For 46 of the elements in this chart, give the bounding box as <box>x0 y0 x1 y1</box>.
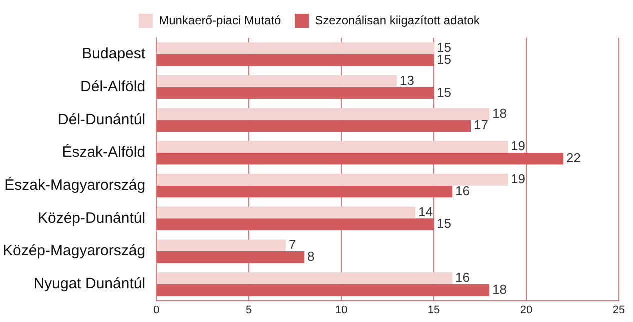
data-label: 19 <box>511 138 526 154</box>
data-label: 17 <box>474 118 488 133</box>
legend-label: Munkaerő-piaci Mutató <box>159 13 282 28</box>
y-tick-label: Észak-Magyarország <box>4 176 146 194</box>
bar <box>157 108 490 120</box>
legend-label: Szezonálisan kiigazított adatok <box>315 13 481 28</box>
bar <box>157 252 305 264</box>
x-tick-label: 15 <box>428 304 440 316</box>
bar <box>157 42 434 54</box>
data-label: 18 <box>492 282 507 297</box>
data-label: 16 <box>456 270 470 286</box>
bar <box>157 75 398 88</box>
y-tick-label: Közép-Magyarország <box>2 242 146 260</box>
x-tick-label: 20 <box>520 304 533 316</box>
bar <box>157 206 416 219</box>
bar <box>157 272 453 284</box>
x-tick-label: 25 <box>612 304 626 316</box>
data-label: 19 <box>511 171 526 186</box>
x-tick-label: 10 <box>335 304 348 316</box>
bar <box>157 120 472 132</box>
x-tick-label: 5 <box>246 304 252 316</box>
bar <box>157 54 434 66</box>
bar <box>157 284 490 296</box>
bar <box>157 152 564 165</box>
data-label: 16 <box>456 183 470 198</box>
data-label: 14 <box>418 204 433 220</box>
data-label: 7 <box>289 237 296 252</box>
bar <box>157 174 508 186</box>
y-tick-label: Észak-Alföld <box>62 143 146 162</box>
bar <box>157 141 508 153</box>
bar <box>157 240 286 252</box>
bar <box>157 218 434 230</box>
bar <box>157 186 453 198</box>
data-label: 13 <box>400 72 414 88</box>
data-label: 15 <box>437 216 452 232</box>
y-tick-label: Nyugat Dunántúl <box>34 276 146 293</box>
data-label: 8 <box>308 249 315 264</box>
bar <box>157 87 434 100</box>
data-label: 22 <box>566 150 581 166</box>
y-tick-label: Dél-Alföld <box>80 78 146 96</box>
y-tick-label: Budapest <box>82 46 146 63</box>
y-tick-label: Közép-Dunántúl <box>38 210 146 227</box>
data-label: 15 <box>437 84 452 100</box>
x-tick-label: 0 <box>154 304 160 316</box>
data-label: 18 <box>492 106 507 121</box>
y-tick-label: Dél-Dunántúl <box>58 111 146 128</box>
